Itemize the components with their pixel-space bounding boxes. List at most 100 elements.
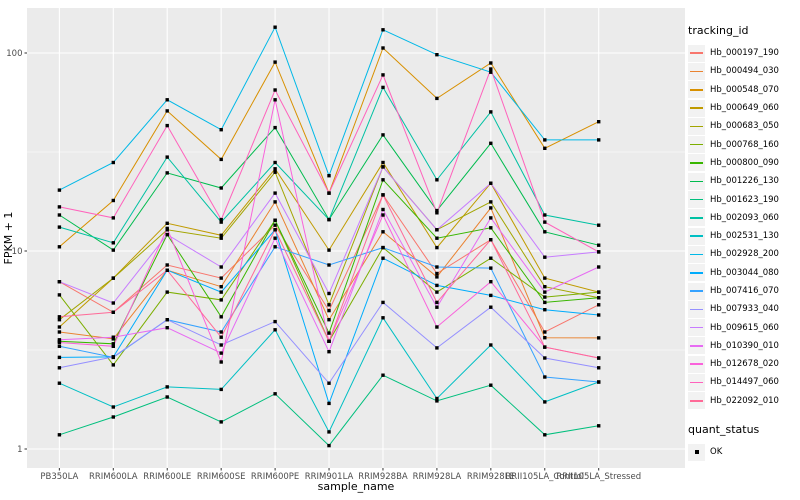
data-point — [165, 290, 169, 294]
data-point — [381, 316, 385, 320]
data-point — [165, 326, 169, 330]
legend-item-Hb_000768_160: Hb_000768_160 — [688, 135, 800, 154]
legend-line-icon — [690, 290, 703, 292]
data-point — [435, 245, 439, 250]
data-point — [489, 70, 493, 74]
legend-item-Hb_000683_050: Hb_000683_050 — [688, 117, 800, 135]
legend-item-Hb_010390_010: Hb_010390_010 — [688, 337, 800, 355]
data-point — [327, 263, 331, 267]
data-point — [381, 207, 385, 212]
data-point — [597, 120, 601, 124]
legend-key-swatch — [688, 282, 705, 300]
legend-item-label: Hb_007416_070 — [710, 286, 779, 296]
data-point — [165, 232, 169, 237]
data-point — [381, 193, 385, 197]
data-point — [543, 213, 547, 217]
legend-item-Hb_000197_190: Hb_000197_190 — [688, 44, 800, 62]
data-point — [489, 238, 493, 242]
legend-line-icon — [690, 381, 703, 384]
legend-line-icon — [690, 52, 703, 54]
data-point — [57, 330, 62, 334]
data-point — [489, 216, 493, 220]
data-point — [327, 350, 331, 354]
data-point — [435, 96, 439, 101]
legend-key-swatch — [688, 392, 705, 410]
legend-key-swatch — [688, 337, 705, 355]
legend-key-swatch — [688, 373, 705, 391]
data-point — [273, 98, 277, 102]
legend-key-swatch — [688, 355, 705, 373]
data-point — [327, 217, 331, 222]
data-point — [435, 53, 439, 57]
legend-line-icon — [690, 198, 703, 201]
data-point — [489, 110, 493, 114]
legend-item-label: Hb_000768_160 — [710, 139, 779, 150]
data-point — [165, 263, 169, 267]
quant-status-legend-title: quant_status — [688, 422, 760, 436]
legend-line-icon — [690, 143, 703, 146]
data-point — [489, 256, 493, 260]
data-point — [327, 318, 331, 322]
legend-item-Hb_000800_090: Hb_000800_090 — [688, 154, 800, 172]
data-point — [57, 225, 62, 229]
data-point — [435, 346, 439, 350]
tracking-id-legend-items: Hb_000197_190 Hb_000494_030 Hb_000548_070 H… — [688, 44, 800, 410]
data-point — [57, 205, 62, 209]
data-point — [219, 343, 223, 347]
data-point — [327, 291, 331, 296]
legend-key-swatch — [688, 117, 705, 135]
data-point — [543, 220, 547, 224]
data-point — [57, 355, 62, 360]
legend-item-label: Hb_002093_060 — [710, 212, 779, 223]
data-point — [273, 200, 277, 204]
data-point — [273, 60, 277, 64]
data-point — [597, 243, 601, 247]
data-point — [543, 255, 547, 259]
data-point — [489, 67, 493, 71]
legend-line-icon — [690, 363, 703, 365]
quant-status-label: OK — [710, 447, 723, 458]
data-point — [327, 308, 331, 313]
x-tick-label: RRIM600PE — [251, 472, 299, 482]
data-point — [273, 328, 277, 332]
x-tick-label: RRII105LA_Stressed — [556, 472, 641, 482]
legend-item-Hb_002531_130: Hb_002531_130 — [688, 227, 800, 245]
x-tick-label: RRIM600SE — [197, 472, 246, 482]
data-point — [219, 186, 223, 190]
data-point — [327, 401, 331, 406]
data-point — [543, 276, 547, 280]
data-point — [327, 303, 331, 307]
data-point — [219, 157, 223, 162]
data-point — [57, 340, 62, 345]
data-point — [219, 335, 223, 339]
data-point — [597, 265, 601, 269]
legend-item-Hb_007416_070: Hb_007416_070 — [688, 282, 800, 300]
black-square-marker-icon — [694, 450, 699, 455]
data-point — [273, 236, 277, 240]
legend-key-swatch — [688, 245, 705, 263]
data-point — [273, 228, 277, 232]
x-tick-label: RRIM901LA — [305, 472, 354, 482]
data-point — [381, 245, 385, 250]
legend-key-swatch — [688, 136, 705, 154]
legend-item-Hb_007933_040: Hb_007933_040 — [688, 300, 800, 318]
legend-item-label: Hb_000548_070 — [710, 84, 779, 95]
data-point — [219, 298, 223, 302]
data-point — [165, 98, 169, 102]
data-point — [57, 315, 62, 319]
data-point — [435, 305, 439, 309]
data-point — [597, 313, 601, 317]
line-chart-canvas: PB350LA RRIM600LA RRIM600LE RRIM600SE RRIM60… — [2, 8, 685, 493]
legend-item-label: Hb_000649_060 — [710, 103, 779, 114]
data-point — [111, 276, 115, 280]
data-point — [327, 174, 331, 178]
legend-item-Hb_012678_020: Hb_012678_020 — [688, 355, 800, 373]
legend-line-icon — [690, 308, 703, 311]
data-point — [435, 283, 439, 288]
data-point — [543, 375, 547, 379]
data-point — [165, 385, 169, 389]
data-point — [57, 338, 62, 342]
data-point — [543, 400, 547, 404]
data-point — [219, 351, 223, 355]
data-point — [435, 325, 439, 329]
